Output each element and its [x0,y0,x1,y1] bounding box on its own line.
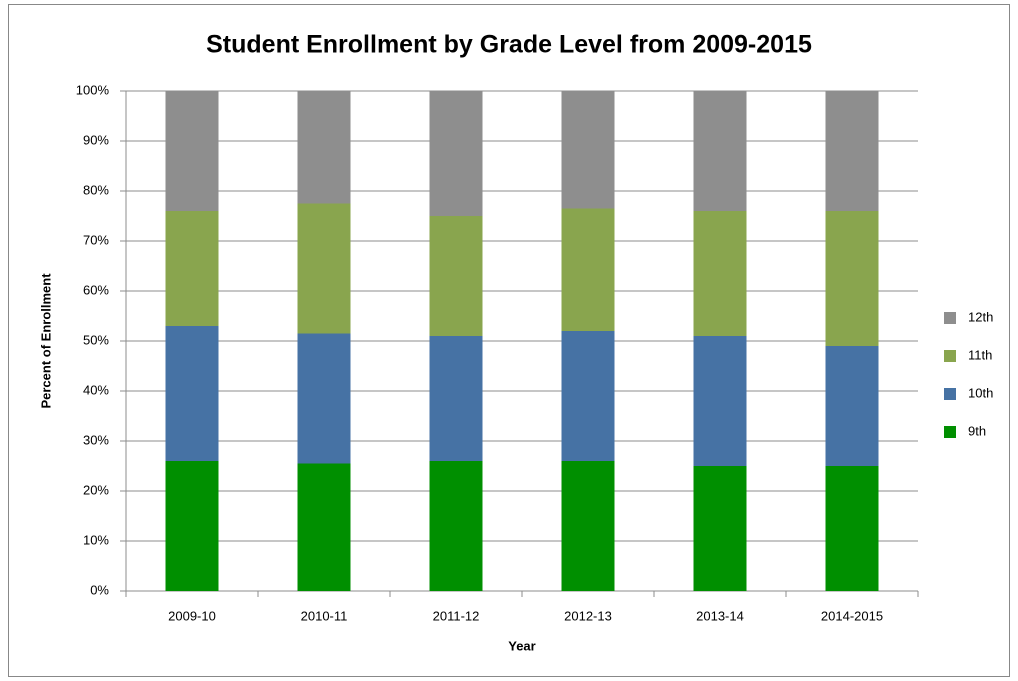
chart-title: Student Enrollment by Grade Level from 2… [206,31,812,59]
legend-swatch [944,426,956,438]
legend-swatch [944,388,956,400]
x-tick-label: 2009-10 [168,608,216,623]
legend-label: 9th [968,423,986,438]
bar-segment [693,466,747,591]
bar-segment [297,203,351,334]
bar-segment [693,336,747,466]
legend-label: 10th [968,385,993,400]
legend-label: 12th [968,309,993,324]
y-tick-label: 0% [90,582,109,597]
bar-segment [825,346,879,466]
bar-segment [429,336,483,461]
y-tick-label: 40% [83,382,109,397]
bar-segment [825,91,879,211]
bar-segment [825,211,879,346]
y-tick-label: 20% [83,482,109,497]
y-tick-label: 100% [76,82,110,97]
y-tick-label: 30% [83,432,109,447]
y-tick-label: 80% [83,182,109,197]
bar-segment [165,91,219,211]
bar-segment [561,208,615,331]
bar-segment [429,91,483,216]
bar-segment [165,211,219,326]
y-tick-label: 10% [83,532,109,547]
x-tick-label: 2014-2015 [821,608,883,623]
bar-segment [561,331,615,461]
bar-segment [693,211,747,336]
y-tick-label: 70% [83,232,109,247]
bar-segment [297,463,351,591]
bar-segment [693,91,747,211]
y-tick-label: 60% [83,282,109,297]
bar-segment [429,461,483,591]
x-axis-title: Year [508,638,535,653]
bar-segment [429,216,483,336]
bar-segment [825,466,879,591]
bar-segment [297,333,351,464]
x-tick-label: 2010-11 [301,608,348,623]
bar-segment [561,461,615,591]
y-axis-title: Percent of Enrollment [38,273,53,409]
bar-segment [165,326,219,461]
y-tick-label: 50% [83,332,109,347]
legend-swatch [944,350,956,362]
x-tick-label: 2011-12 [433,608,480,623]
legend-swatch [944,312,956,324]
bar-segment [165,461,219,591]
legend-label: 11th [968,347,992,362]
bar-segment [297,91,351,204]
x-tick-label: 2013-14 [696,608,744,623]
x-tick-label: 2012-13 [564,608,612,623]
bar-segment [561,91,615,209]
y-tick-label: 90% [83,132,109,147]
